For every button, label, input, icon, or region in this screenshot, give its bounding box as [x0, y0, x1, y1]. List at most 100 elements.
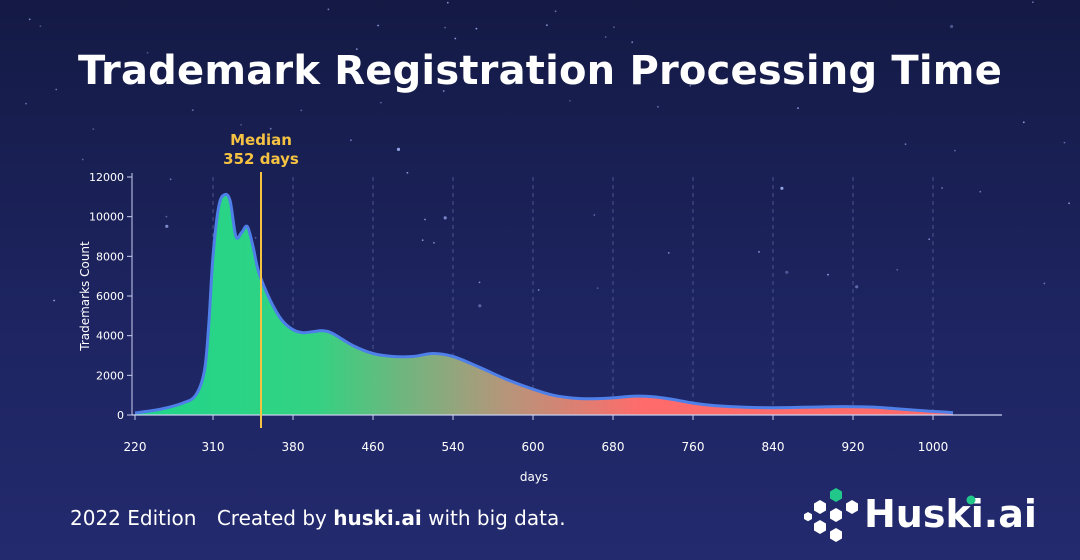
hexagon-cluster-icon	[804, 488, 858, 542]
star	[1022, 121, 1025, 124]
star	[81, 158, 84, 161]
y-tick-label: 8000	[96, 250, 124, 263]
star	[254, 236, 257, 239]
star	[327, 8, 330, 11]
star	[478, 304, 482, 308]
edition-label: 2022 Edition	[70, 506, 197, 530]
x-tick-label: 840	[762, 440, 785, 454]
star	[146, 51, 149, 54]
star	[1068, 202, 1070, 205]
x-tick-label: 540	[442, 440, 465, 454]
star	[475, 27, 478, 30]
star	[938, 72, 941, 75]
star	[569, 99, 571, 102]
created-by-suffix: with big data.	[421, 506, 566, 530]
x-tick-label: 920	[842, 440, 865, 454]
star	[55, 88, 58, 91]
x-tick-label: 310	[202, 440, 225, 454]
star	[25, 102, 27, 105]
star	[689, 84, 692, 87]
y-tick-label: 6000	[96, 290, 124, 303]
star	[28, 18, 31, 21]
star	[667, 252, 670, 254]
star	[928, 238, 931, 241]
star	[443, 216, 447, 220]
star	[355, 48, 358, 50]
star	[165, 215, 168, 218]
star	[904, 143, 907, 146]
star	[537, 289, 540, 291]
star	[593, 214, 596, 216]
star	[797, 107, 799, 109]
x-tick-label: 760	[682, 440, 705, 454]
area-curve-line	[134, 192, 954, 415]
star	[382, 72, 386, 76]
star	[269, 127, 272, 130]
median-label-line1: Median	[230, 131, 292, 149]
star	[377, 24, 379, 27]
star	[240, 123, 243, 126]
x-tick-label: 380	[282, 440, 305, 454]
x-tick-label: 460	[362, 440, 385, 454]
star	[53, 299, 55, 302]
star	[657, 105, 659, 108]
star	[39, 25, 42, 28]
star	[191, 109, 194, 111]
star	[554, 10, 557, 13]
star	[444, 26, 446, 29]
star	[896, 268, 899, 271]
star	[421, 239, 424, 242]
x-tick-label: 680	[602, 440, 625, 454]
star	[954, 149, 956, 152]
star	[433, 241, 435, 244]
created-by-prefix: Created by	[216, 506, 334, 530]
y-axis-label: Trademarks Count	[78, 241, 92, 352]
star	[424, 218, 426, 221]
star	[950, 24, 954, 29]
star	[1032, 1, 1034, 4]
star	[1043, 282, 1046, 285]
star	[478, 281, 481, 284]
star	[380, 101, 382, 104]
star	[446, 1, 449, 4]
x-tick-label: 220	[124, 440, 147, 454]
x-tick-label: 1000	[918, 440, 949, 454]
star	[350, 139, 352, 142]
x-tick-label: 600	[522, 440, 545, 454]
y-tick-label: 2000	[96, 369, 124, 382]
star	[92, 128, 95, 131]
star	[596, 287, 599, 289]
star	[1063, 141, 1066, 144]
area-fill	[135, 194, 953, 415]
brand-name: huski.ai	[333, 506, 422, 530]
star	[631, 41, 634, 44]
star	[530, 72, 533, 75]
star	[169, 178, 172, 181]
star	[80, 310, 83, 313]
star	[454, 37, 457, 40]
chart-title: Trademark Registration Processing Time	[77, 48, 1003, 94]
star	[785, 270, 789, 274]
logo-dot-icon	[966, 495, 976, 505]
star	[827, 273, 829, 276]
star	[396, 147, 401, 151]
star	[240, 142, 244, 146]
footer-credit: 2022 Edition Created by huski.ai with bi…	[70, 506, 566, 530]
star	[780, 186, 784, 190]
star	[979, 190, 982, 193]
y-tick-label: 0	[117, 409, 124, 422]
logo-text: Huski.ai	[864, 492, 1037, 536]
star	[709, 73, 712, 76]
star	[941, 187, 943, 189]
star	[300, 109, 303, 112]
star	[546, 24, 548, 26]
y-tick-label: 4000	[96, 330, 124, 343]
star	[165, 224, 169, 228]
star	[855, 285, 859, 289]
x-axis-label: days	[520, 470, 548, 484]
huski-logo: Huski.ai	[804, 486, 1037, 546]
median-label-line2: 352 days	[223, 150, 299, 168]
y-tick-label: 10000	[89, 211, 124, 224]
